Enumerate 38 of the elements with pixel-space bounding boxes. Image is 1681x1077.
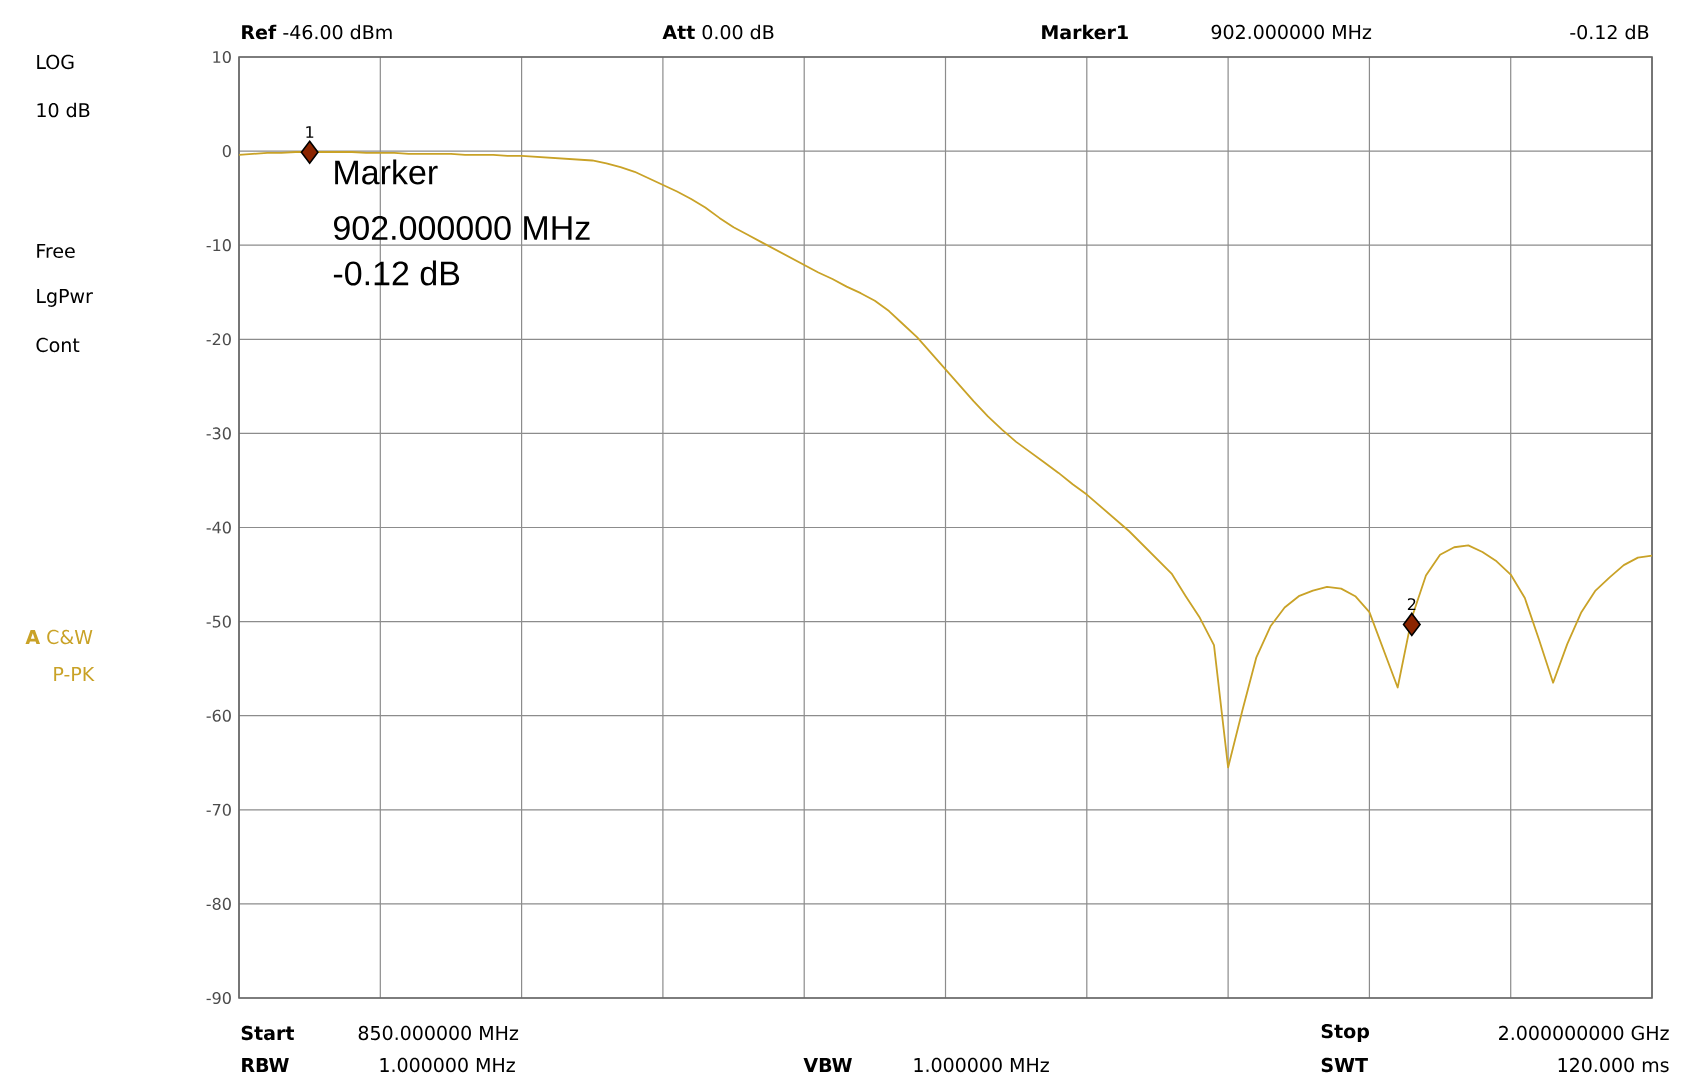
text: 902.000000 MHz bbox=[1211, 24, 1372, 40]
annotation: Marker bbox=[335, 159, 438, 185]
text: Cont bbox=[36, 337, 80, 353]
text: SWT bbox=[1321, 1057, 1368, 1073]
y-tick-label: 10 bbox=[213, 50, 231, 64]
text: P-PK bbox=[54, 667, 95, 681]
y-tick-label: -10 bbox=[206, 239, 231, 252]
y-tick-label: -20 bbox=[206, 333, 231, 346]
annotation: 2 bbox=[1407, 598, 1416, 611]
text: Att 0.00 dB bbox=[662, 24, 774, 40]
annotation: 902.000000 MHz bbox=[334, 215, 590, 241]
annotation: -0.12 dB bbox=[333, 260, 460, 286]
text: 120.000 ms bbox=[1558, 1057, 1669, 1073]
y-tick-label: -70 bbox=[206, 803, 231, 816]
y-tick-label: -60 bbox=[206, 709, 231, 722]
text: 10 dB bbox=[37, 102, 90, 118]
y-tick-label: -90 bbox=[206, 991, 231, 1005]
text: VBW bbox=[803, 1058, 852, 1072]
text: Ref -46.00 dBm bbox=[242, 24, 392, 40]
text: 850.000000 MHz bbox=[358, 1025, 519, 1041]
annotation: 1 bbox=[306, 126, 314, 138]
text: RBW bbox=[242, 1058, 289, 1072]
text: Marker1 bbox=[1042, 24, 1128, 40]
text: 1.000000 MHz bbox=[914, 1057, 1049, 1073]
text: Free bbox=[37, 243, 75, 259]
y-tick-label: -40 bbox=[206, 521, 231, 534]
text: 2.000000000 GHz bbox=[1499, 1025, 1669, 1041]
text: Start bbox=[241, 1025, 295, 1041]
text: A C&W bbox=[25, 629, 93, 645]
text: Stop bbox=[1321, 1023, 1369, 1043]
text: 1.000000 MHz bbox=[380, 1057, 515, 1073]
y-tick-label: 0 bbox=[222, 145, 231, 158]
y-tick-label: -50 bbox=[206, 615, 231, 628]
y-tick-label: -80 bbox=[206, 897, 231, 910]
y-tick-label: -30 bbox=[206, 427, 231, 440]
text: -0.12 dB bbox=[1570, 24, 1649, 40]
text: LgPwr bbox=[37, 289, 93, 307]
text: LOG bbox=[37, 54, 74, 70]
